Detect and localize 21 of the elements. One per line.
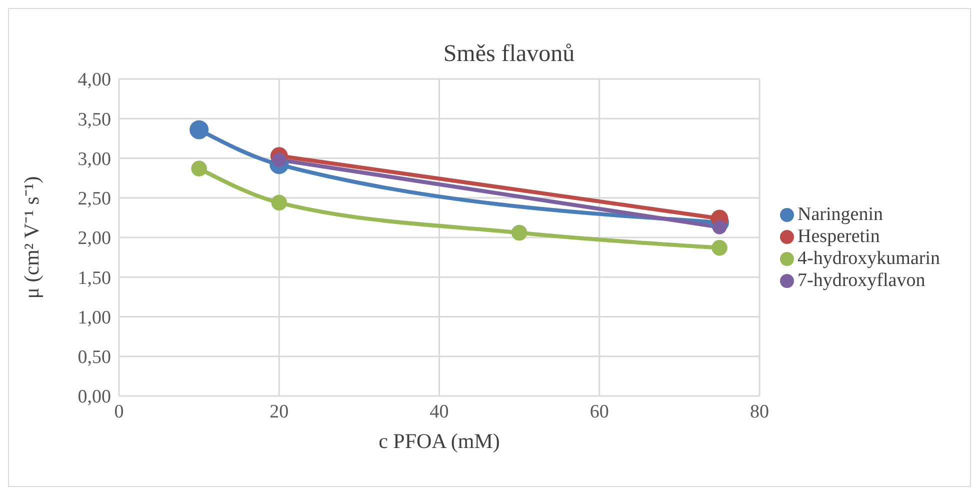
y-tick-label: 1,00 (78, 307, 111, 328)
x-tick-label: 80 (750, 401, 770, 422)
legend-label: 7-hydroxyflavon (798, 270, 926, 290)
legend-label: Naringenin (798, 204, 883, 224)
y-tick-label: 0,00 (78, 386, 111, 408)
y-axis-title: μ (cm² V⁻¹ s⁻¹) (19, 176, 44, 299)
y-tick-label: 0,50 (78, 347, 111, 368)
chart-title: Směs flavonů (443, 41, 575, 67)
y-tick-label: 1,50 (78, 268, 111, 289)
legend-label: Hesperetin (798, 226, 880, 246)
y-tick-label: 3,50 (78, 109, 111, 130)
y-tick-label: 2,00 (78, 228, 111, 250)
y-tick-label: 2,50 (78, 188, 111, 210)
legend-label: 4-hydroxykumarin (798, 248, 940, 268)
x-tick-label: 60 (590, 401, 609, 422)
y-tick-label: 3,00 (78, 148, 111, 170)
x-axis-title: c PFOA (mM) (378, 429, 500, 453)
x-tick-label: 20 (270, 401, 289, 422)
y-tick-label: 4,00 (78, 70, 111, 91)
x-tick-label: 0 (114, 401, 124, 422)
x-tick-label: 40 (430, 401, 449, 422)
